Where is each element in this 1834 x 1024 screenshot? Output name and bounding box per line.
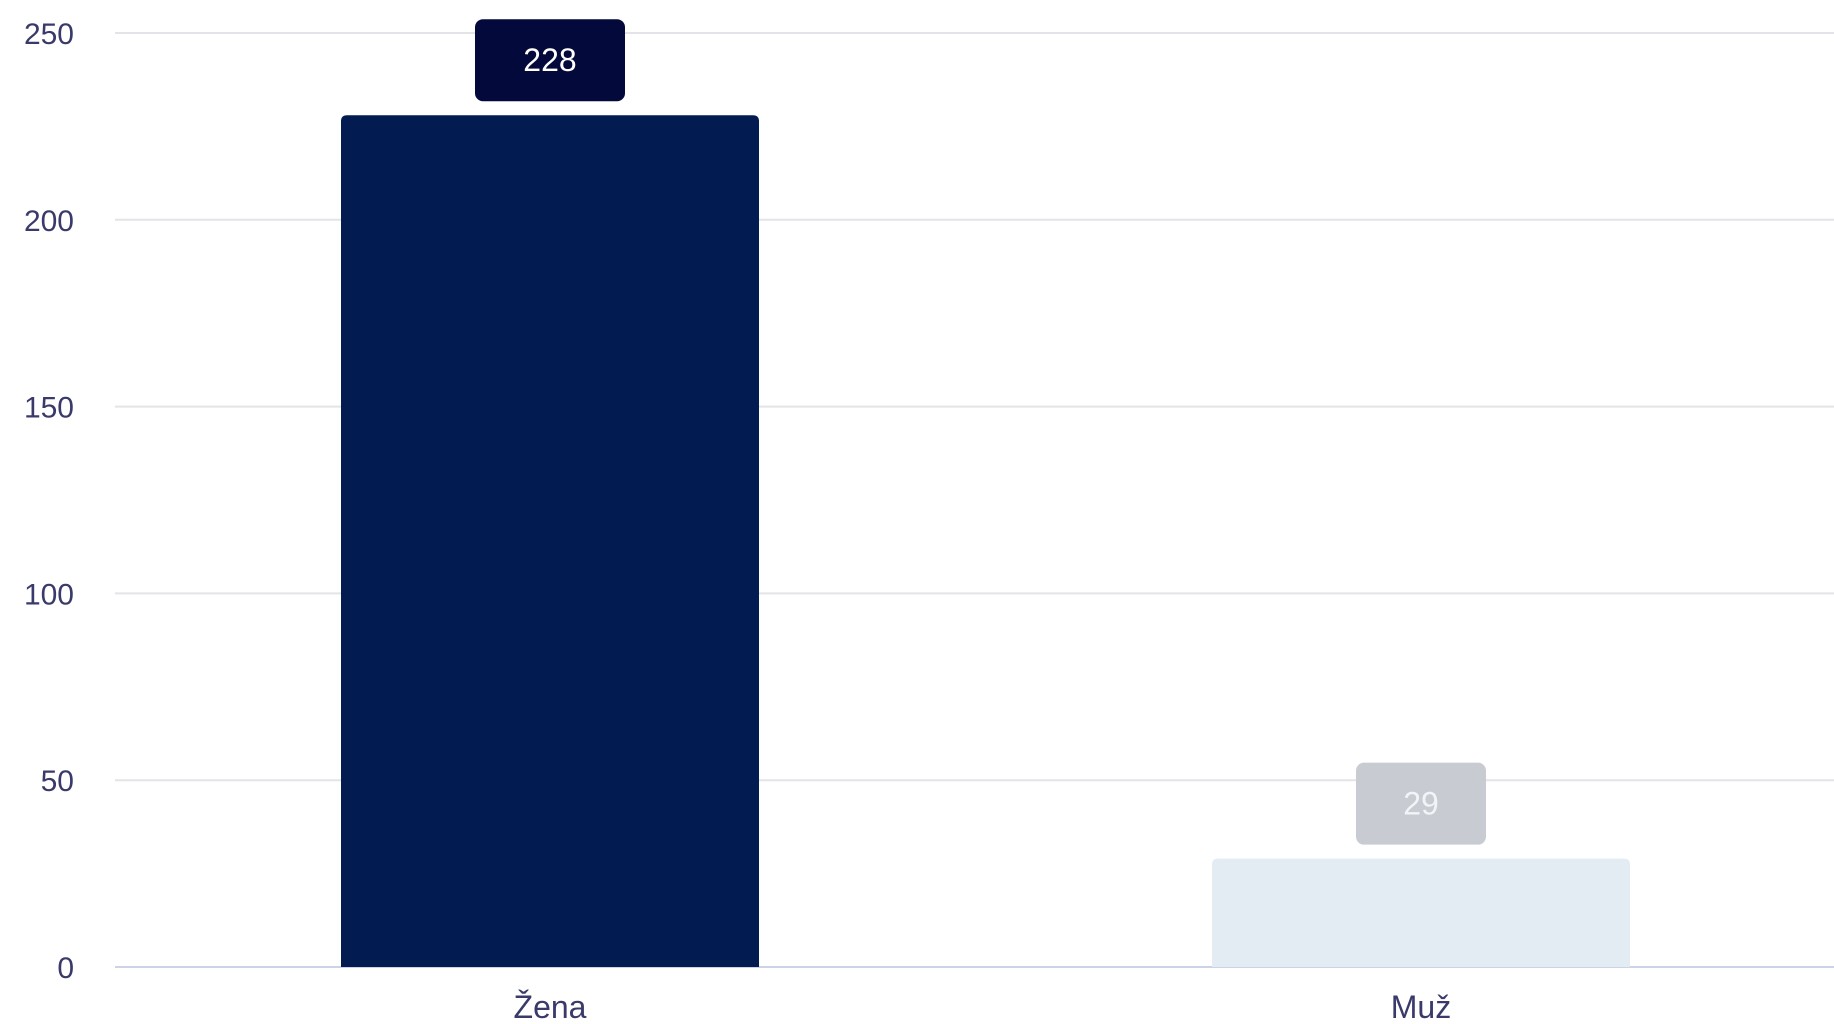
data-label-text: 228 <box>523 42 576 78</box>
data-label-box <box>1356 762 1486 845</box>
bar-1 <box>341 115 759 967</box>
y-tick-label: 100 <box>24 578 74 611</box>
data-label: 29 <box>1356 762 1486 845</box>
bar-2 <box>1212 858 1630 967</box>
y-tick-label: 200 <box>24 205 74 238</box>
x-category-label: Muž <box>1391 989 1451 1024</box>
data-label: 228 <box>475 19 625 102</box>
bars <box>341 115 1630 967</box>
y-tick-label: 0 <box>57 952 74 985</box>
y-axis-tick-labels: 0 50 100 150 200 250 <box>24 18 74 985</box>
data-labels: 228 29 <box>475 19 1486 845</box>
data-label-box <box>475 19 625 102</box>
y-tick-label: 250 <box>24 18 74 51</box>
data-label-text: 29 <box>1403 786 1439 822</box>
x-category-label: Žena <box>514 989 587 1024</box>
y-tick-label: 50 <box>41 765 74 798</box>
x-axis-category-labels: Žena Muž <box>514 989 1452 1024</box>
y-tick-label: 150 <box>24 392 74 425</box>
